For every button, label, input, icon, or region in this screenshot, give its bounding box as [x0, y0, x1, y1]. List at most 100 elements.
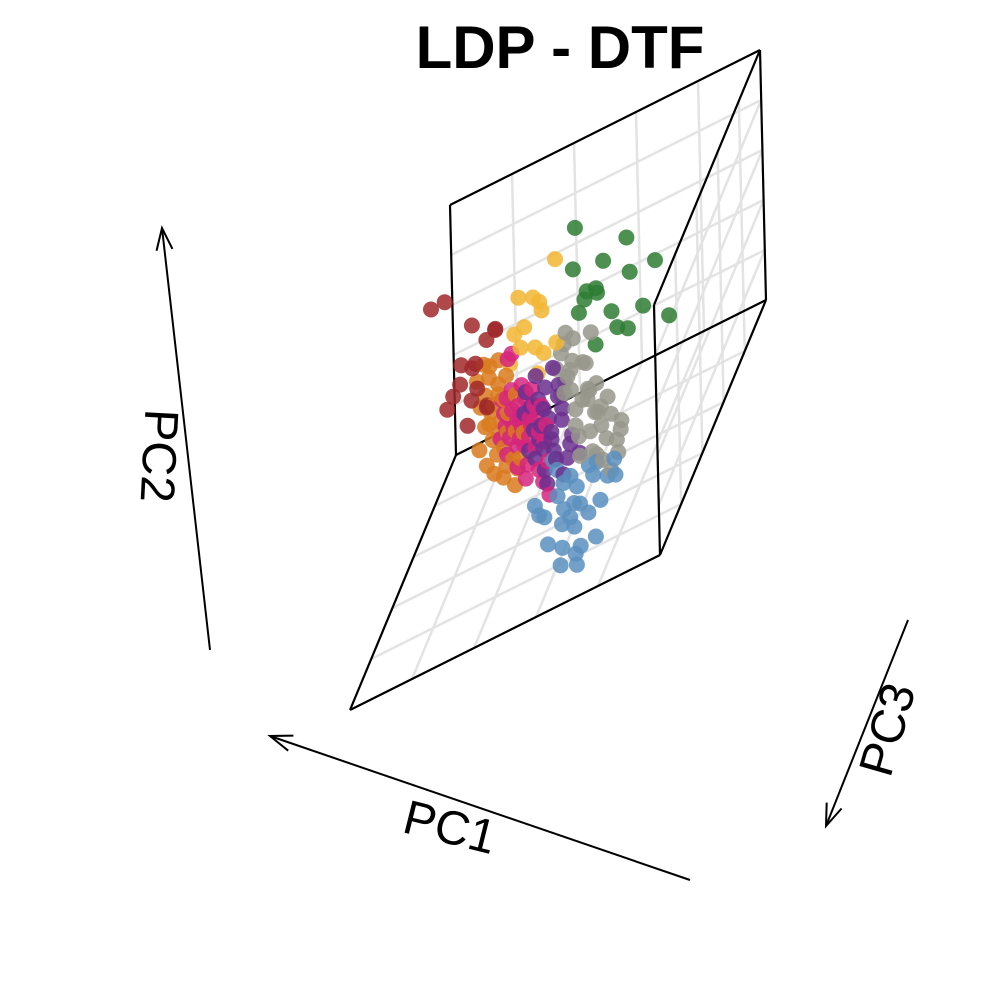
box-edge — [658, 299, 768, 556]
data-point — [549, 488, 566, 505]
data-point — [552, 557, 569, 574]
grid-line — [370, 502, 682, 661]
x-axis-arrow — [269, 735, 691, 881]
box-edge — [652, 304, 662, 556]
data-point — [439, 401, 456, 418]
y-axis-arrow — [161, 227, 211, 651]
data-point — [469, 380, 486, 397]
data-point — [512, 339, 529, 356]
grid-line — [716, 151, 725, 403]
data-point — [635, 297, 652, 314]
data-point — [568, 478, 585, 495]
box-edge — [652, 49, 762, 306]
y-axis-label: PC2 — [130, 408, 188, 504]
data-point — [577, 355, 594, 372]
data-point — [553, 411, 570, 428]
grid-line — [655, 149, 764, 406]
data-point — [587, 528, 604, 545]
data-point — [613, 412, 630, 429]
data-point — [495, 469, 512, 486]
grid-line — [696, 80, 706, 332]
data-point — [566, 518, 583, 535]
data-point — [599, 388, 616, 405]
box-edge — [448, 204, 458, 456]
data-point — [436, 294, 453, 311]
data-point — [564, 330, 581, 347]
data-point — [533, 302, 550, 319]
grid-line — [450, 98, 762, 257]
data-point — [562, 381, 579, 398]
box-edge — [758, 49, 768, 301]
data-point — [564, 261, 581, 278]
data-point — [467, 355, 484, 372]
x-axis-label: PC1 — [398, 791, 501, 865]
box-edge — [449, 49, 761, 206]
data-point — [572, 537, 589, 554]
data-point — [554, 539, 571, 556]
data-point — [585, 466, 602, 483]
data-point — [445, 388, 462, 405]
data-point — [587, 336, 604, 353]
data-point — [589, 284, 605, 301]
data-point — [579, 380, 596, 397]
data-point — [537, 379, 554, 396]
data-point — [603, 303, 620, 320]
grid-line — [673, 253, 683, 505]
data-point — [582, 324, 599, 341]
data-point — [554, 400, 571, 417]
data-point — [452, 376, 469, 393]
data-point — [498, 367, 515, 384]
data-point — [607, 466, 624, 483]
data-point — [487, 322, 504, 338]
grid-line — [695, 202, 704, 454]
data-point — [463, 392, 480, 409]
data-point — [566, 219, 583, 236]
data-point — [478, 399, 495, 416]
data-point — [540, 536, 556, 553]
grid-line — [391, 451, 703, 610]
data-point — [647, 252, 663, 269]
data-point — [661, 307, 678, 324]
grid-line — [737, 100, 747, 352]
box-edge — [348, 454, 458, 711]
z-axis-arrow — [825, 619, 909, 827]
grid-line — [596, 330, 706, 587]
data-point — [517, 470, 534, 487]
data-point — [592, 491, 609, 508]
data-point — [595, 252, 612, 269]
data-point — [459, 417, 476, 434]
data-point — [621, 263, 638, 280]
grid-line — [534, 361, 644, 618]
data-point — [606, 450, 623, 467]
y-axis-arrow-head — [155, 225, 174, 251]
data-point — [423, 301, 439, 318]
data-point — [572, 447, 589, 464]
data-point — [463, 317, 480, 334]
data-point — [559, 449, 576, 466]
data-point — [510, 289, 527, 306]
grid-line — [453, 198, 765, 357]
data-point — [619, 320, 636, 337]
chart-title: LDP - DTF — [416, 14, 705, 81]
grid-line — [451, 148, 763, 307]
box-edge — [349, 554, 661, 711]
axis-arrows — [155, 225, 909, 881]
data-point — [593, 417, 610, 434]
data-point — [536, 509, 553, 526]
data-point — [453, 357, 470, 374]
data-point — [544, 359, 561, 376]
data-point — [535, 344, 552, 361]
data-point — [543, 423, 560, 440]
data-point — [580, 504, 597, 521]
z-axis-label: PC3 — [850, 678, 927, 782]
data-point — [516, 319, 533, 336]
data-point — [570, 304, 587, 321]
points-layer — [423, 219, 678, 574]
data-point — [471, 442, 488, 459]
x-axis-arrow-head — [267, 734, 294, 752]
data-point — [547, 251, 563, 268]
grid-line — [657, 249, 766, 506]
data-point — [618, 229, 635, 246]
z-axis-arrow-head — [824, 802, 843, 829]
data-point — [527, 368, 544, 385]
